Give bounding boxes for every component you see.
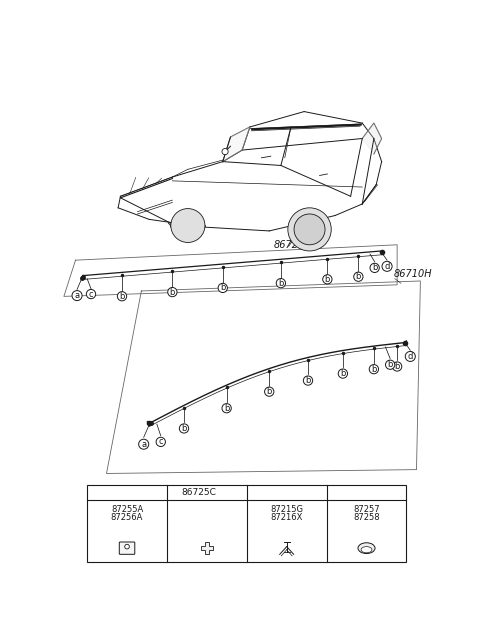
Circle shape xyxy=(385,360,395,369)
Text: b: b xyxy=(356,272,361,281)
Circle shape xyxy=(276,278,286,288)
Text: b: b xyxy=(224,404,229,413)
Text: a: a xyxy=(74,291,80,300)
Circle shape xyxy=(303,223,316,235)
Polygon shape xyxy=(201,542,213,554)
Text: c: c xyxy=(89,290,93,299)
Text: a: a xyxy=(92,488,98,497)
Text: 87256A: 87256A xyxy=(111,513,143,522)
Circle shape xyxy=(183,221,192,230)
Text: a: a xyxy=(141,440,146,449)
Circle shape xyxy=(264,387,274,396)
Circle shape xyxy=(222,404,231,413)
Bar xyxy=(87,485,407,562)
Circle shape xyxy=(218,283,228,292)
Circle shape xyxy=(323,275,332,284)
Text: 86710H: 86710H xyxy=(393,269,432,279)
Text: b: b xyxy=(171,488,177,497)
Text: 87257: 87257 xyxy=(353,505,380,514)
Circle shape xyxy=(328,487,339,498)
Text: 86720H: 86720H xyxy=(273,240,312,250)
Text: c: c xyxy=(251,488,256,497)
Circle shape xyxy=(338,369,348,378)
Text: b: b xyxy=(371,365,377,374)
Circle shape xyxy=(156,437,166,447)
Polygon shape xyxy=(362,123,382,154)
Circle shape xyxy=(139,439,149,449)
Circle shape xyxy=(180,424,189,433)
Text: b: b xyxy=(340,369,346,378)
Circle shape xyxy=(354,272,363,281)
Text: b: b xyxy=(181,424,187,433)
Text: 87215G: 87215G xyxy=(270,505,303,514)
Circle shape xyxy=(248,487,259,498)
Text: 87216X: 87216X xyxy=(271,513,303,522)
Circle shape xyxy=(294,214,325,245)
Circle shape xyxy=(222,149,228,154)
Text: b: b xyxy=(324,275,330,284)
Circle shape xyxy=(72,290,82,301)
Circle shape xyxy=(370,263,379,272)
Text: b: b xyxy=(120,292,125,301)
Circle shape xyxy=(405,351,415,362)
Text: b: b xyxy=(266,387,272,396)
Circle shape xyxy=(117,292,127,301)
Circle shape xyxy=(393,362,402,371)
Text: d: d xyxy=(384,262,390,271)
Circle shape xyxy=(86,290,96,299)
Text: b: b xyxy=(170,288,175,297)
Text: 87258: 87258 xyxy=(353,513,380,522)
Circle shape xyxy=(288,208,331,251)
Text: 87255A: 87255A xyxy=(111,505,143,514)
Text: b: b xyxy=(387,360,393,369)
Circle shape xyxy=(171,208,205,242)
Circle shape xyxy=(125,544,130,549)
Ellipse shape xyxy=(361,547,372,553)
Circle shape xyxy=(303,376,312,385)
Text: 86725C: 86725C xyxy=(181,488,216,497)
FancyBboxPatch shape xyxy=(120,542,135,554)
Circle shape xyxy=(89,487,100,498)
Text: b: b xyxy=(220,283,226,292)
Text: b: b xyxy=(372,263,377,272)
Text: b: b xyxy=(305,376,311,385)
Text: b: b xyxy=(395,362,400,371)
Text: c: c xyxy=(158,437,163,446)
Circle shape xyxy=(382,262,392,271)
Circle shape xyxy=(369,365,379,374)
Polygon shape xyxy=(223,127,250,162)
Text: d: d xyxy=(408,352,413,361)
Circle shape xyxy=(176,214,200,237)
Text: b: b xyxy=(278,279,284,288)
Circle shape xyxy=(168,487,180,498)
Text: d: d xyxy=(331,488,336,497)
Ellipse shape xyxy=(358,543,375,554)
Circle shape xyxy=(168,287,177,297)
